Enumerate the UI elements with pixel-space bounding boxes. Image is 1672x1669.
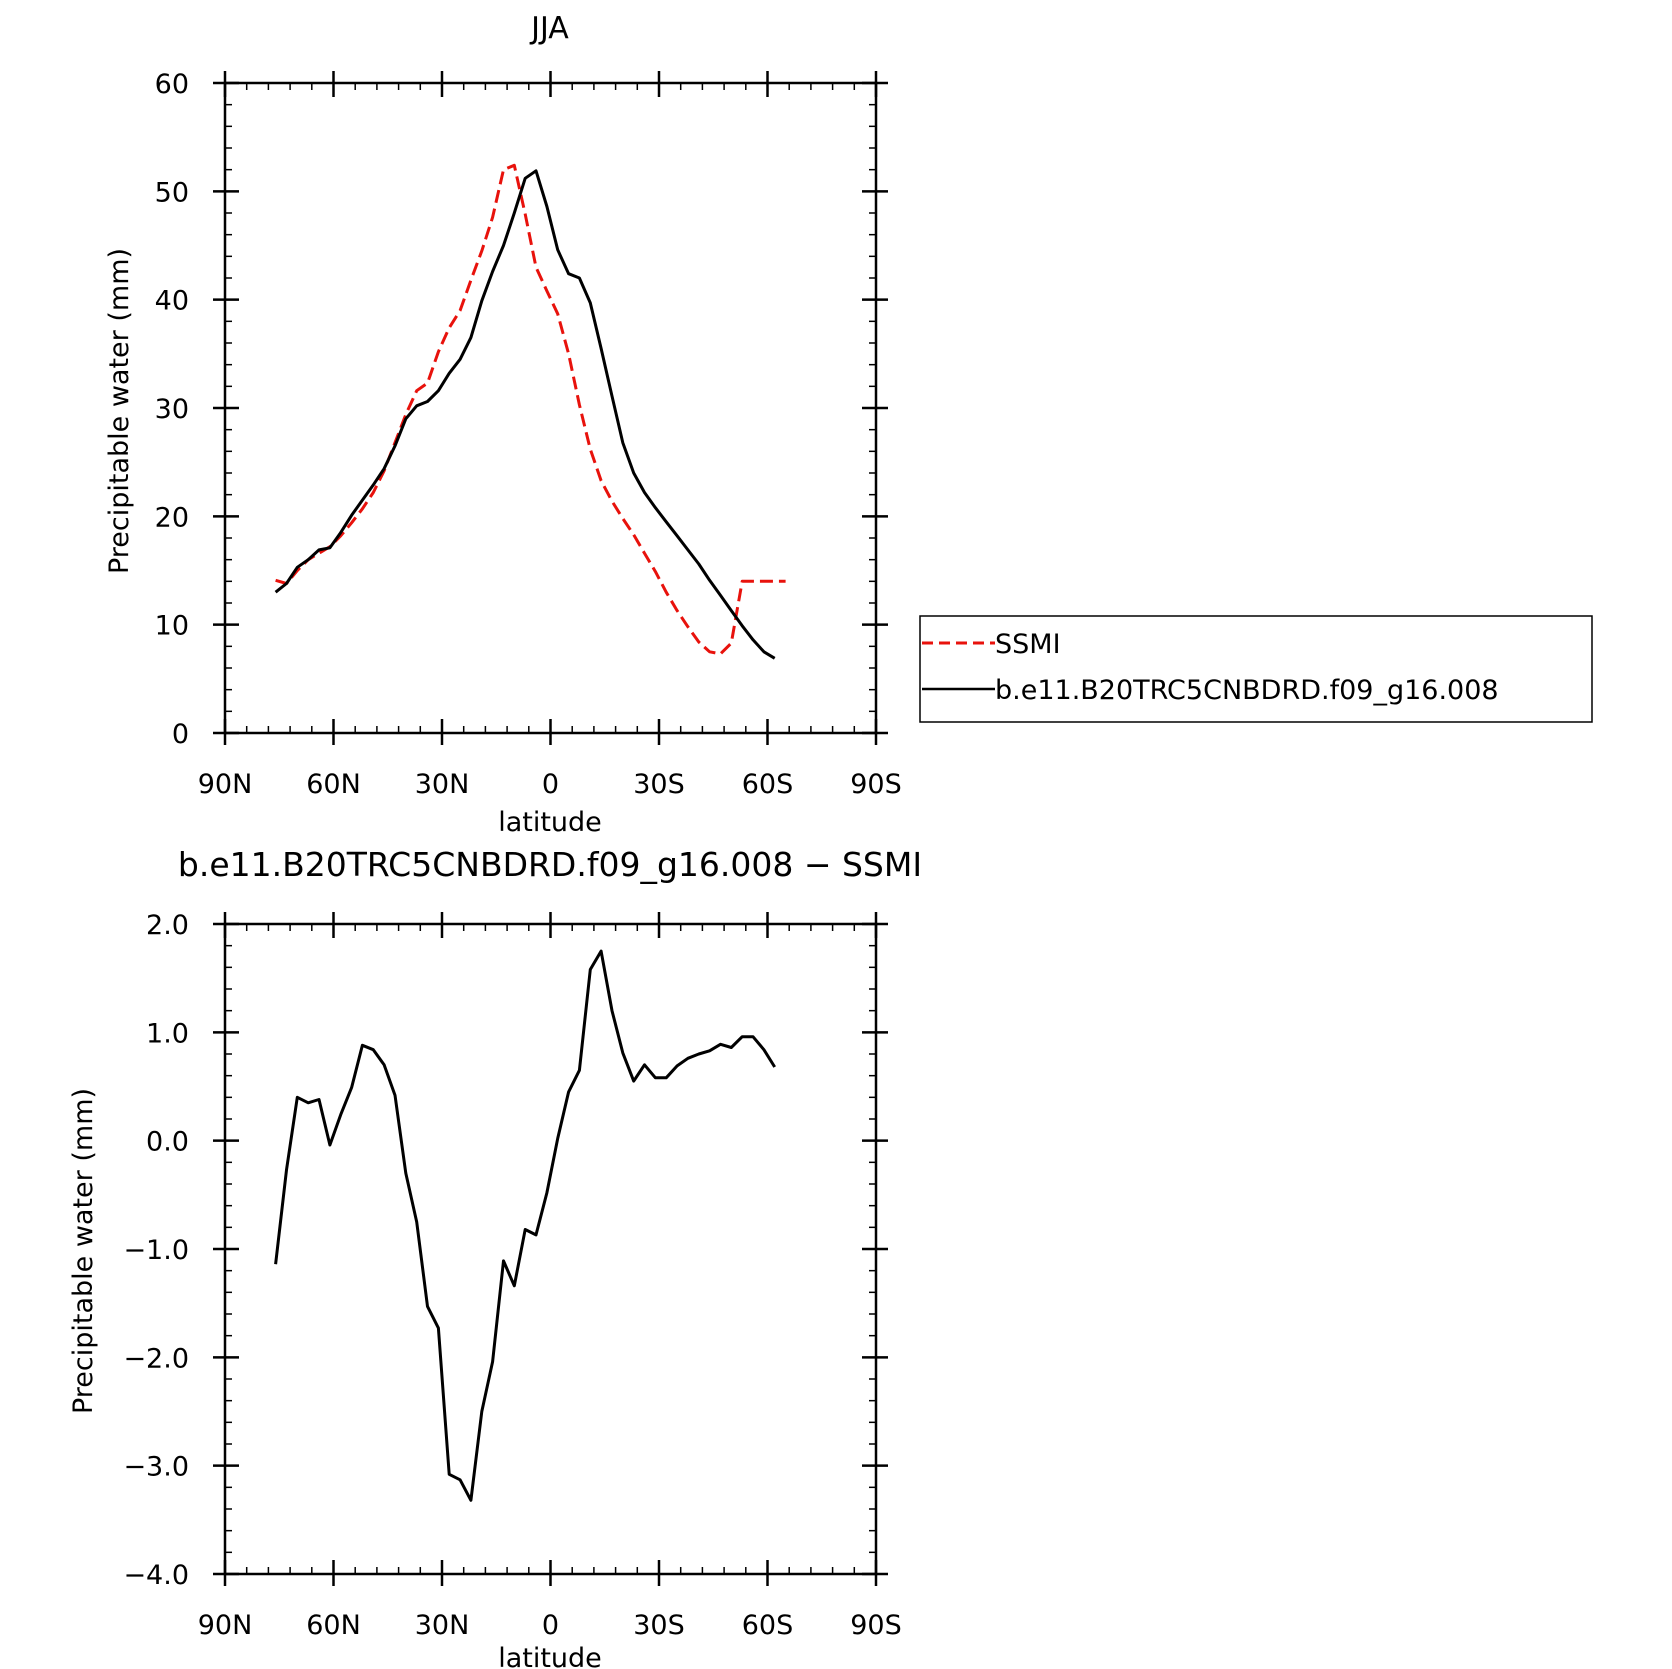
y-axis-label: Precipitable water (mm) (104, 248, 135, 574)
y-tick-label: 30 (155, 394, 189, 425)
x-tick-label: 60N (306, 769, 361, 800)
x-tick-label: 0 (542, 769, 559, 800)
y-tick-label: 20 (155, 502, 189, 533)
x-axis-label: latitude (498, 807, 602, 838)
x-tick-label: 60S (742, 1610, 794, 1641)
y-tick-label: −2.0 (123, 1343, 189, 1374)
tick-labels: −4.0 −3.0 −2.0 −1.0 0.0 1.0 2.0 90N 60N 30N 0 30S 60… (123, 910, 901, 1641)
legend-label-ssmi: SSMI (995, 629, 1061, 660)
x-tick-label: 30N (415, 1610, 470, 1641)
y-axis-label: Precipitable water (mm) (68, 1088, 99, 1414)
y-tick-label: 50 (155, 177, 189, 208)
top-panel: JJA Precipitable water (mm) latitude 0 10… (104, 11, 902, 838)
y-tick-label: −1.0 (123, 1235, 189, 1266)
legend: SSMI b.e11.B20TRC5CNBDRD.f09_g16.008 (919, 615, 1593, 723)
y-tick-label: −4.0 (123, 1560, 189, 1591)
x-tick-label: 60N (306, 1610, 361, 1641)
legend-box (919, 615, 1593, 723)
series-line-model (274, 169, 776, 660)
x-tick-label: 90N (198, 1610, 253, 1641)
x-tick-label: 60S (742, 769, 794, 800)
y-tick-label: 1.0 (146, 1018, 189, 1049)
y-tick-label: 0.0 (146, 1127, 189, 1158)
axis-ticks (213, 71, 888, 745)
x-axis-label: latitude (498, 1643, 602, 1669)
axis-ticks (213, 912, 888, 1586)
legend-label-model: b.e11.B20TRC5CNBDRD.f09_g16.008 (995, 675, 1499, 706)
x-tick-label: 30N (415, 769, 470, 800)
x-tick-label: 90S (850, 769, 902, 800)
series-layer (274, 163, 786, 660)
x-tick-label: 0 (542, 1610, 559, 1641)
tick-labels: 0 10 20 30 40 50 60 90N 60N 30N 0 30S 60S 90S (155, 69, 902, 800)
series-line-model (274, 949, 776, 1502)
x-tick-label: 30S (633, 769, 685, 800)
y-tick-label: 2.0 (146, 910, 189, 941)
chart-title: b.e11.B20TRC5CNBDRD.f09_g16.008 − SSMI (178, 845, 922, 884)
bottom-panel: b.e11.B20TRC5CNBDRD.f09_g16.008 − SSMI P… (68, 845, 922, 1669)
plot-frame (223, 81, 878, 735)
series-layer (274, 949, 776, 1502)
y-tick-label: 10 (155, 611, 189, 642)
chart-title: JJA (529, 11, 569, 46)
x-tick-label: 30S (633, 1610, 685, 1641)
y-tick-label: 60 (155, 69, 189, 100)
y-tick-label: −3.0 (123, 1452, 189, 1483)
x-tick-label: 90N (198, 769, 253, 800)
plot-frame (223, 922, 878, 1576)
y-tick-label: 40 (155, 286, 189, 317)
series-line-ssmi (275, 163, 786, 656)
y-tick-label: 0 (172, 719, 189, 750)
x-tick-label: 90S (850, 1610, 902, 1641)
